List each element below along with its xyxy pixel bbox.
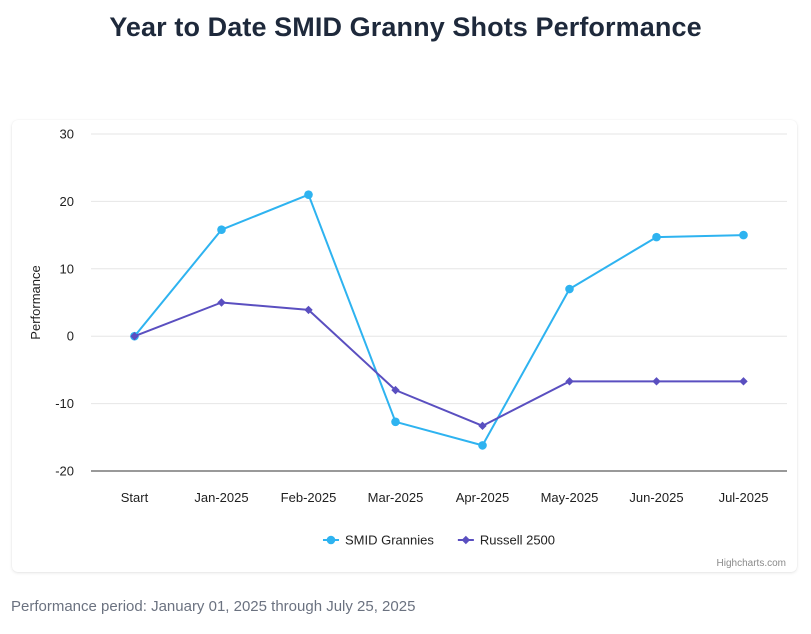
- data-point[interactable]: [739, 230, 748, 240]
- y-axis: 30 20 10 0 -10 -20 Performance: [28, 127, 74, 479]
- series-smid-grannies: [130, 190, 748, 450]
- legend-item[interactable]: Russell 2500: [457, 533, 555, 548]
- x-tick-label: Apr-2025: [456, 490, 509, 505]
- legend-item[interactable]: SMID Grannies: [322, 533, 434, 548]
- x-tick-label: Jun-2025: [629, 490, 683, 505]
- data-point[interactable]: [304, 190, 313, 199]
- x-tick-label: May-2025: [541, 490, 599, 505]
- y-axis-title: Performance: [28, 265, 43, 339]
- data-point[interactable]: [217, 225, 226, 235]
- data-point[interactable]: [304, 305, 313, 315]
- data-point[interactable]: [478, 421, 487, 431]
- y-tick-label: 0: [67, 329, 74, 344]
- data-point[interactable]: [391, 417, 400, 427]
- legend: SMID Grannies Russell 2500: [322, 533, 555, 548]
- x-tick-label: Start: [121, 490, 149, 505]
- y-tick-label: 10: [60, 261, 74, 276]
- y-tick-label: -20: [55, 464, 74, 479]
- page-title: Year to Date SMID Granny Shots Performan…: [109, 12, 702, 42]
- data-point[interactable]: [217, 298, 226, 307]
- data-point[interactable]: [652, 377, 661, 386]
- x-tick-label: Jul-2025: [719, 490, 769, 505]
- performance-line-chart: 30 20 10 0 -10 -20 Performance Start Jan-2025 Fe…: [28, 127, 787, 569]
- chart-credits[interactable]: Highcharts.com: [717, 558, 786, 569]
- data-point[interactable]: [739, 377, 748, 386]
- series-russell-2500: [130, 298, 748, 431]
- gridlines: [91, 133, 787, 472]
- y-tick-label: 20: [60, 194, 74, 209]
- legend-label: Russell 2500: [480, 533, 555, 548]
- x-tick-label: Feb-2025: [281, 490, 337, 505]
- performance-period-note: Performance period: January 01, 2025 thr…: [11, 598, 416, 615]
- x-axis: Start Jan-2025 Feb-2025 Mar-2025 Apr-2025 May…: [121, 490, 769, 505]
- series-line[interactable]: [133, 301, 745, 427]
- series-lines: [130, 190, 748, 450]
- series-line[interactable]: [133, 193, 745, 447]
- legend-marker[interactable]: [461, 535, 471, 545]
- data-point[interactable]: [478, 441, 487, 450]
- data-point[interactable]: [130, 332, 139, 341]
- data-point[interactable]: [652, 232, 661, 242]
- y-tick-label: -10: [55, 396, 74, 411]
- data-point[interactable]: [391, 385, 400, 395]
- data-point[interactable]: [565, 377, 574, 386]
- data-point[interactable]: [565, 284, 574, 294]
- legend-label: SMID Grannies: [345, 533, 434, 548]
- x-tick-label: Jan-2025: [194, 490, 248, 505]
- y-tick-label: 30: [60, 127, 74, 142]
- x-tick-label: Mar-2025: [368, 490, 424, 505]
- legend-marker[interactable]: [326, 535, 336, 545]
- chart-card: 30 20 10 0 -10 -20 Performance Start Jan-2025 Fe…: [12, 120, 797, 572]
